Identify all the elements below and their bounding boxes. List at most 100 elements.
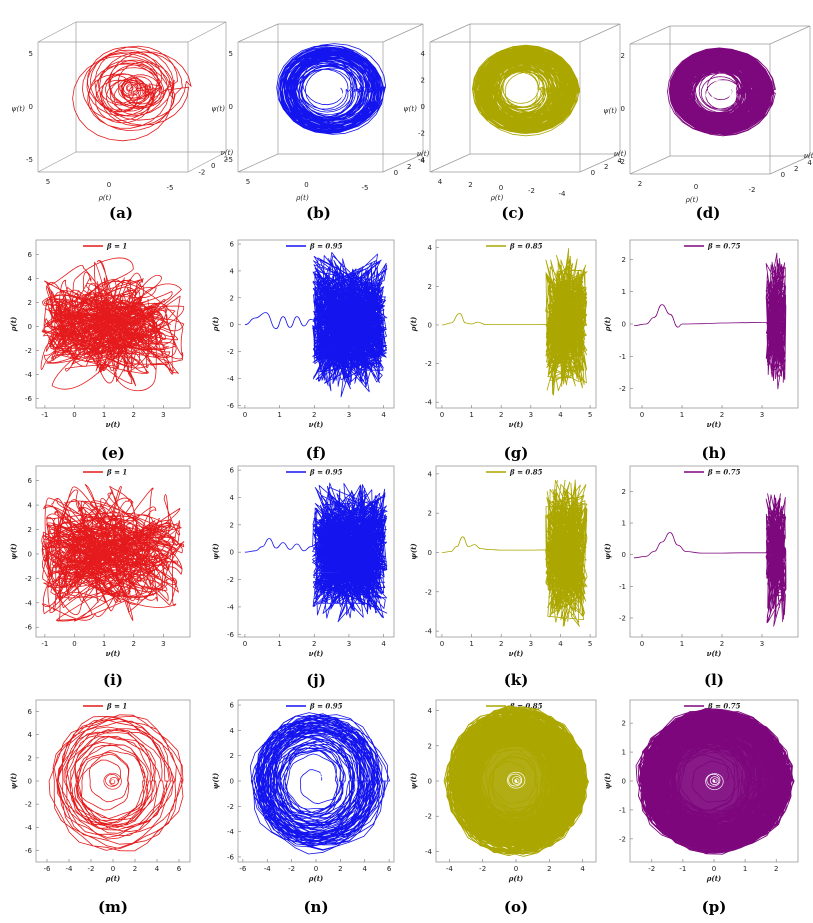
x-tick-label: -6 <box>239 865 247 873</box>
phase-outline <box>443 705 589 857</box>
x-tick-label: -5 <box>362 184 369 192</box>
legend-label: β = 0.75 <box>707 468 741 477</box>
inner-loop <box>520 86 532 96</box>
inner-loop <box>319 81 339 99</box>
y-tick-label: -2 <box>25 575 32 583</box>
y-tick-label: 0 <box>622 321 626 329</box>
x-tick-label: 0 <box>304 181 308 189</box>
y-tick-label: -2 <box>25 347 32 355</box>
x-tick-label: 2 <box>312 640 316 648</box>
x-axis-label: ν(t) <box>106 649 121 658</box>
x-tick-label: 2 <box>499 640 503 648</box>
cube-edge <box>187 21 227 43</box>
x-tick-label: -6 <box>44 865 52 873</box>
plot-frame <box>629 465 799 638</box>
y-tick-label: -1 <box>619 353 626 361</box>
x-tick-label: 1 <box>277 411 281 419</box>
legend-label: β = 0.95 <box>309 468 343 477</box>
x-tick-label: 1 <box>469 640 473 648</box>
legend-label: β = 0.95 <box>309 242 343 251</box>
panel-o: -4 -2 0 2 4 -4 -2 0 2 4 ρ(t) ψ(t) β = 0.85 (o) <box>409 699 597 916</box>
legend-label: β = 0.75 <box>707 702 741 711</box>
attractor-trace <box>72 45 192 142</box>
x-axis-label: ρ(t) <box>308 874 324 883</box>
x-tick-label: 2 <box>133 865 137 873</box>
inner-loop <box>704 80 734 104</box>
panel-caption: (b) <box>306 204 331 222</box>
x-tick-label: 4 <box>155 865 160 873</box>
x-tick-label: -2 <box>528 187 535 195</box>
y-tick-label: 0 <box>230 549 234 557</box>
x-tick-label: 3 <box>347 411 351 419</box>
inner-loop <box>126 85 134 91</box>
x-tick-label: -1 <box>679 865 686 873</box>
x-tick-label: -1 <box>41 411 48 419</box>
x-tick-label: 1 <box>469 411 473 419</box>
y-tick-label: -2 <box>425 588 432 596</box>
inner-loop <box>319 81 345 102</box>
panel-f: 0 1 2 3 4 -6 -4 -2 0 2 4 6 ν(t) ρ(t) β = 0.95 (f) <box>211 239 395 462</box>
x-tick-label: 0 <box>243 411 247 419</box>
x-tick-label: -4 <box>446 865 454 873</box>
y-tick-label: 2 <box>230 521 234 529</box>
cube-edge <box>769 155 811 175</box>
y-tick-label: 0 <box>230 321 234 329</box>
x-axis-label: ρ(t) <box>508 874 524 883</box>
phase-trace <box>48 714 184 852</box>
phase-outline <box>635 708 795 855</box>
y-tick-label: -6 <box>25 395 33 403</box>
y-tick-label: 0 <box>622 551 626 559</box>
inner-loop <box>707 82 732 103</box>
x-tick-label: 0 <box>111 865 115 873</box>
x-tick-label: 4 <box>558 411 563 419</box>
panel-caption: (d) <box>696 204 721 222</box>
y-tick-label: -4 <box>227 375 235 383</box>
y-tick-label: -4 <box>425 848 433 856</box>
panel-g: 0 1 2 3 4 5 -4 -2 0 2 4 ν(t) ρ(t) β = 0.85 (g) <box>409 239 597 462</box>
x-tick-label: 0 <box>440 411 444 419</box>
z-axis-label: ψ(t) <box>403 105 417 113</box>
plot-frame <box>35 239 191 409</box>
y-tick-label: 1 <box>622 288 626 296</box>
x-tick-label: 2 <box>131 640 135 648</box>
panel-j: 0 1 2 3 4 -6 -4 -2 0 2 4 6 ν(t) ψ(t) β = 0.95 (j) <box>211 465 395 689</box>
cube-edge <box>629 25 671 45</box>
y-tick-label: -1 <box>619 583 626 591</box>
inner-loop <box>312 778 318 783</box>
x-tick-label: 1 <box>743 865 747 873</box>
y-tick-label: 6 <box>230 241 235 249</box>
y-tick-label: 0 <box>28 550 32 558</box>
z-tick-label: 0 <box>621 105 625 113</box>
y-tick-label: 2 <box>622 256 626 264</box>
y-tick-label: 1 <box>622 749 626 757</box>
z-tick-label: -5 <box>226 156 233 164</box>
plot-frame <box>435 465 597 638</box>
y-tick-label: -2 <box>25 801 32 809</box>
y-tick-label: 2 <box>230 752 234 760</box>
x-tick-label: -1 <box>41 640 48 648</box>
cube-edge <box>237 23 279 43</box>
y-tick-label: -2 <box>425 360 432 368</box>
x-tick-label: 2 <box>468 181 472 189</box>
inner-loop <box>105 774 120 787</box>
y-tick-label: -2 <box>198 169 205 177</box>
x-tick-label: 3 <box>161 411 165 419</box>
x-tick-label: -4 <box>264 865 272 873</box>
x-tick-label: -2 <box>648 865 655 873</box>
y-axis-label: ψ(t) <box>603 773 612 789</box>
y-tick-label: 0 <box>428 549 432 557</box>
series-line <box>40 257 185 392</box>
y-axis-label: ν(t) <box>614 150 627 158</box>
y-axis-label: ρ(t) <box>409 317 418 333</box>
x-axis-label: ν(t) <box>707 649 722 658</box>
inner-loop <box>510 78 536 99</box>
inner-loop <box>508 773 523 787</box>
panel-caption: (c) <box>501 204 524 222</box>
y-tick-label: -4 <box>227 603 235 611</box>
inner-loop <box>312 777 322 787</box>
legend-label: β = 0.85 <box>509 702 543 711</box>
panel-caption: (m) <box>98 898 128 916</box>
center-point <box>712 779 716 783</box>
y-tick-label: 6 <box>28 251 33 259</box>
